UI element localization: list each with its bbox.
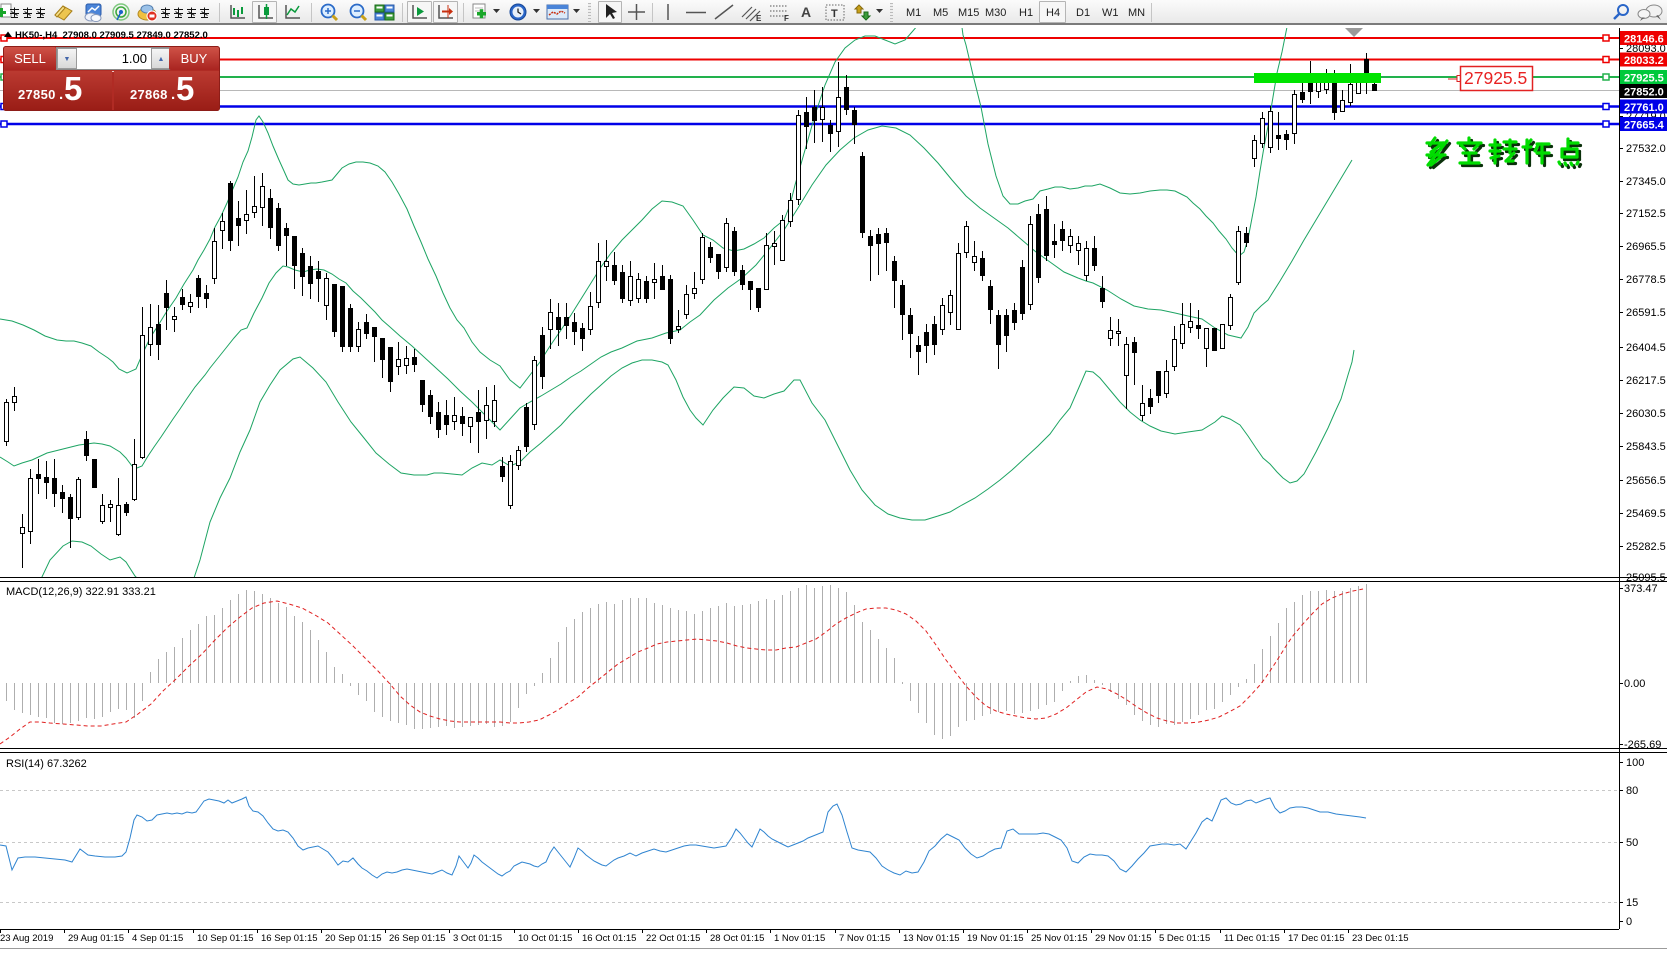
svg-text:25 Nov 01:15: 25 Nov 01:15 xyxy=(1031,933,1088,944)
svg-text:26778.5: 26778.5 xyxy=(1626,274,1666,286)
svg-text:27925.5: 27925.5 xyxy=(1624,73,1664,85)
svg-text:373.47: 373.47 xyxy=(1624,583,1658,595)
svg-text:16 Sep 01:15: 16 Sep 01:15 xyxy=(261,933,318,944)
svg-text:RSI(14) 67.3262: RSI(14) 67.3262 xyxy=(6,758,87,770)
svg-text:22 Oct 01:15: 22 Oct 01:15 xyxy=(646,933,700,944)
svg-text:28033.2: 28033.2 xyxy=(1624,55,1664,67)
svg-text:26591.5: 26591.5 xyxy=(1626,307,1666,319)
svg-text:3 Oct 01:15: 3 Oct 01:15 xyxy=(453,933,502,944)
svg-text:100: 100 xyxy=(1626,757,1644,769)
svg-text:28 Oct 01:15: 28 Oct 01:15 xyxy=(710,933,764,944)
svg-text:27345.0: 27345.0 xyxy=(1626,176,1666,188)
svg-text:25656.5: 25656.5 xyxy=(1626,475,1666,487)
svg-text:4 Sep 01:15: 4 Sep 01:15 xyxy=(132,933,183,944)
svg-text:26965.5: 26965.5 xyxy=(1626,241,1666,253)
svg-text:20 Sep 01:15: 20 Sep 01:15 xyxy=(325,933,382,944)
svg-text:27152.5: 27152.5 xyxy=(1626,208,1666,220)
svg-text:27532.0: 27532.0 xyxy=(1626,143,1666,155)
svg-text:0.00: 0.00 xyxy=(1624,678,1645,690)
svg-text:25469.5: 25469.5 xyxy=(1626,508,1666,520)
svg-text:17 Dec 01:15: 17 Dec 01:15 xyxy=(1288,933,1345,944)
svg-text:13 Nov 01:15: 13 Nov 01:15 xyxy=(903,933,960,944)
svg-text:23 Aug 2019: 23 Aug 2019 xyxy=(0,933,53,944)
svg-text:25095.5: 25095.5 xyxy=(1626,572,1666,584)
svg-text:T: T xyxy=(831,8,838,20)
svg-text:11 Dec 01:15: 11 Dec 01:15 xyxy=(1224,933,1280,944)
svg-text:1 Nov 01:15: 1 Nov 01:15 xyxy=(774,933,825,944)
svg-text:23 Dec 01:15: 23 Dec 01:15 xyxy=(1352,933,1409,944)
svg-text:-265.69: -265.69 xyxy=(1624,739,1661,751)
svg-text:25843.5: 25843.5 xyxy=(1626,441,1666,453)
svg-text:7 Nov 01:15: 7 Nov 01:15 xyxy=(839,933,890,944)
svg-text:29 Nov 01:15: 29 Nov 01:15 xyxy=(1095,933,1152,944)
svg-text:80: 80 xyxy=(1626,785,1638,797)
svg-text:29 Aug 01:15: 29 Aug 01:15 xyxy=(68,933,124,944)
svg-text:19 Nov 01:15: 19 Nov 01:15 xyxy=(967,933,1024,944)
svg-text:28146.6: 28146.6 xyxy=(1624,34,1664,46)
svg-text:0: 0 xyxy=(1626,916,1632,928)
svg-text:27665.4: 27665.4 xyxy=(1624,120,1665,132)
svg-text:15: 15 xyxy=(1626,897,1638,909)
svg-text:26 Sep 01:15: 26 Sep 01:15 xyxy=(389,933,446,944)
svg-text:26404.5: 26404.5 xyxy=(1626,342,1666,354)
svg-text:27925.5: 27925.5 xyxy=(1464,68,1527,88)
svg-text:27852.0: 27852.0 xyxy=(1624,87,1664,99)
svg-text:5 Dec 01:15: 5 Dec 01:15 xyxy=(1159,933,1210,944)
svg-text:27761.0: 27761.0 xyxy=(1624,102,1664,114)
svg-text:50: 50 xyxy=(1626,837,1638,849)
svg-text:E: E xyxy=(756,14,762,22)
svg-text:10 Oct 01:15: 10 Oct 01:15 xyxy=(518,933,572,944)
svg-text:F: F xyxy=(784,14,789,22)
svg-text:10 Sep 01:15: 10 Sep 01:15 xyxy=(197,933,254,944)
svg-text:16 Oct 01:15: 16 Oct 01:15 xyxy=(582,933,636,944)
svg-text:25282.5: 25282.5 xyxy=(1626,541,1666,553)
svg-text:28093.0: 28093.0 xyxy=(1626,43,1666,55)
svg-text:MACD(12,26,9) 322.91 333.21: MACD(12,26,9) 322.91 333.21 xyxy=(6,586,156,598)
svg-text:26217.5: 26217.5 xyxy=(1626,375,1666,387)
svg-text:26030.5: 26030.5 xyxy=(1626,408,1666,420)
